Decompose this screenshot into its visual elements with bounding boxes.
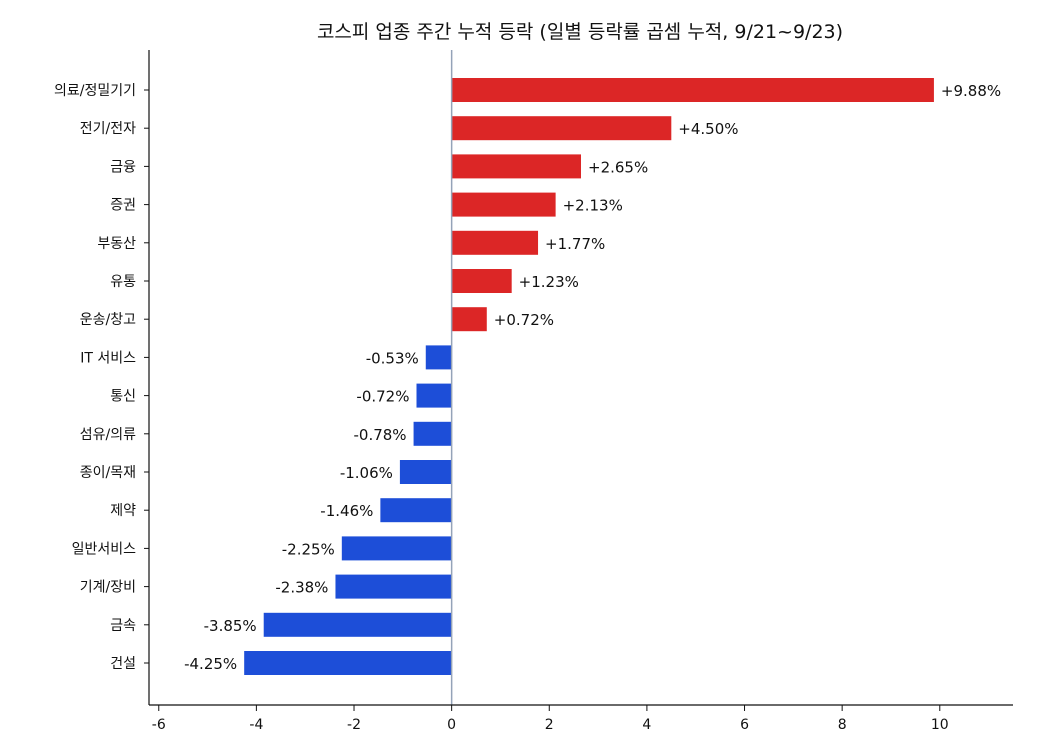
bar-8 bbox=[416, 383, 452, 408]
bar-4 bbox=[451, 230, 539, 255]
category-label: 건설 bbox=[110, 656, 136, 672]
category-label: 기계/장비 bbox=[80, 580, 136, 596]
data-label: +4.50% bbox=[678, 120, 738, 138]
bar-14 bbox=[263, 612, 452, 637]
data-label: -3.85% bbox=[204, 617, 257, 635]
bar-12 bbox=[341, 536, 452, 561]
data-label: +9.88% bbox=[941, 82, 1001, 100]
bar-6 bbox=[451, 307, 487, 332]
bar-7 bbox=[425, 345, 452, 370]
category-label: 금융 bbox=[110, 159, 136, 175]
category-label: 제약 bbox=[110, 503, 136, 519]
x-tick-label: 2 bbox=[545, 717, 554, 733]
bar-1 bbox=[451, 116, 672, 141]
bar-2 bbox=[451, 154, 581, 179]
x-tick-label: -2 bbox=[347, 717, 361, 733]
category-label: 통신 bbox=[110, 389, 136, 405]
data-label: +1.77% bbox=[545, 235, 605, 253]
axes-group bbox=[144, 50, 1013, 706]
bar-13 bbox=[335, 574, 452, 599]
x-tick-label: 6 bbox=[740, 717, 749, 733]
category-label: 운송/창고 bbox=[80, 312, 136, 328]
x-tick-label: -4 bbox=[249, 717, 263, 733]
data-label: -1.46% bbox=[320, 502, 373, 520]
bar-11 bbox=[380, 498, 452, 523]
bar-9 bbox=[413, 421, 452, 446]
data-label: -2.25% bbox=[282, 540, 335, 558]
data-label: +2.65% bbox=[588, 158, 648, 176]
x-ticks-group: -6 -4 -2 0 2 4 6 8 10 bbox=[152, 705, 949, 733]
bars-group bbox=[244, 78, 934, 675]
category-label: 일반서비스 bbox=[72, 541, 137, 557]
x-tick-label: 4 bbox=[642, 717, 651, 733]
data-label: -1.06% bbox=[340, 464, 393, 482]
category-label: 종이/목재 bbox=[80, 465, 136, 481]
bar-3 bbox=[451, 192, 556, 217]
data-label: +0.72% bbox=[494, 311, 554, 329]
data-label: -0.53% bbox=[366, 349, 419, 367]
x-tick-label: 10 bbox=[931, 717, 949, 733]
value-labels-group: +9.88% +4.50% +2.65% +2.13% +1.77% +1.23% +0.7… bbox=[184, 82, 1001, 673]
x-tick-label: 0 bbox=[447, 717, 456, 733]
bar-10 bbox=[399, 460, 452, 484]
category-label: 전기/전자 bbox=[80, 121, 136, 137]
x-tick-label: -6 bbox=[152, 717, 166, 733]
data-label: -0.72% bbox=[356, 388, 409, 406]
category-label: 의료/정밀기기 bbox=[54, 83, 136, 99]
category-label: 섬유/의류 bbox=[80, 427, 136, 443]
data-label: +1.23% bbox=[519, 273, 579, 291]
category-label: 부동산 bbox=[97, 236, 136, 252]
data-label: -2.38% bbox=[275, 579, 328, 597]
category-label: IT 서비스 bbox=[80, 350, 136, 366]
category-label: 금속 bbox=[110, 618, 136, 634]
chart-title: 코스피 업종 주간 누적 등락 (일별 등락률 곱셈 누적, 9/21~9/23… bbox=[317, 21, 843, 43]
bar-15 bbox=[244, 651, 452, 675]
x-tick-label: 8 bbox=[838, 717, 847, 733]
category-label: 증권 bbox=[110, 198, 136, 214]
category-label: 유통 bbox=[110, 274, 136, 290]
data-label: -0.78% bbox=[353, 426, 406, 444]
data-label: +2.13% bbox=[563, 197, 623, 215]
data-label: -4.25% bbox=[184, 655, 237, 673]
bar-0 bbox=[451, 78, 934, 102]
bar-5 bbox=[451, 269, 512, 293]
